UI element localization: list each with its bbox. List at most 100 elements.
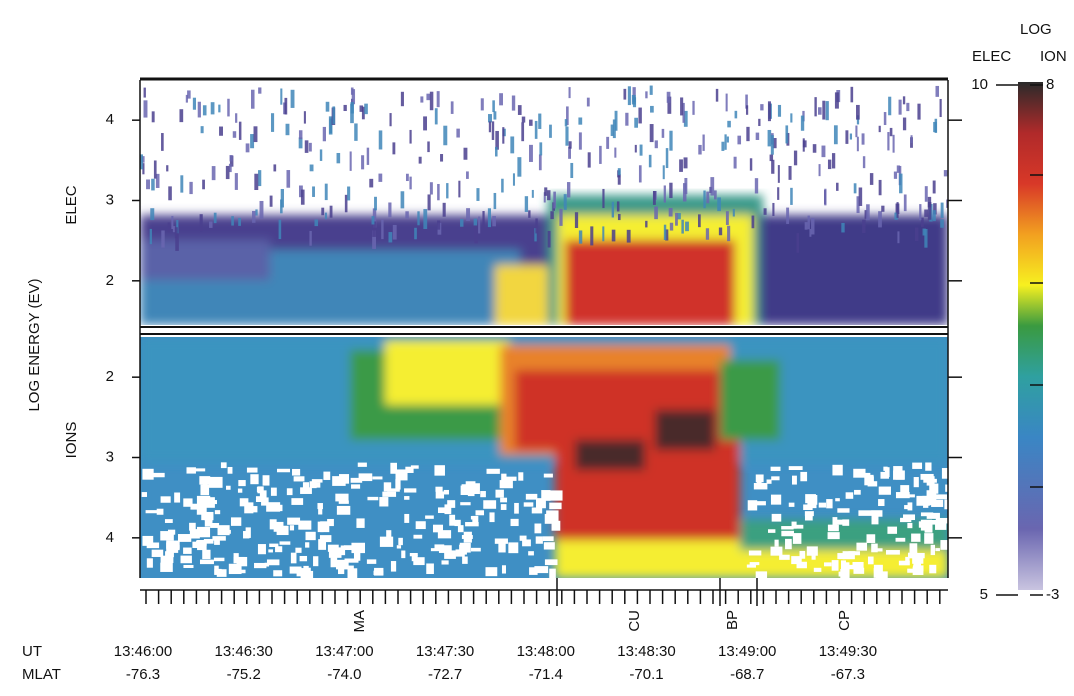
- texture: [324, 183, 328, 201]
- texture: [803, 504, 813, 510]
- texture: [340, 545, 346, 556]
- texture: [831, 560, 839, 571]
- texture: [213, 212, 217, 224]
- texture: [332, 555, 338, 566]
- texture: [485, 567, 498, 577]
- texture: [228, 563, 242, 575]
- texture: [802, 140, 807, 148]
- texture: [852, 561, 864, 570]
- texture: [323, 471, 331, 480]
- texture: [409, 176, 412, 190]
- texture: [197, 101, 201, 118]
- texture: [255, 209, 258, 216]
- texture: [214, 536, 220, 545]
- texture: [906, 102, 910, 112]
- texture: [625, 112, 629, 126]
- texture: [240, 569, 246, 574]
- texture: [413, 534, 423, 539]
- texture: [811, 552, 816, 560]
- texture: [289, 525, 295, 531]
- texture: [361, 155, 365, 170]
- texture: [319, 149, 323, 161]
- texture: [932, 210, 936, 222]
- texture: [892, 134, 895, 153]
- texture: [295, 547, 302, 553]
- texture: [903, 194, 907, 212]
- texture: [332, 476, 346, 486]
- texture: [893, 466, 903, 471]
- texture: [379, 497, 389, 507]
- texture: [944, 468, 948, 476]
- texture: [398, 537, 403, 546]
- texture: [518, 472, 524, 481]
- texture: [444, 504, 452, 515]
- texture: [920, 519, 933, 531]
- texture: [168, 186, 172, 201]
- texture: [320, 521, 330, 533]
- texture: [818, 107, 822, 115]
- texture: [837, 553, 845, 560]
- texture: [183, 498, 193, 507]
- texture: [501, 565, 506, 574]
- texture: [899, 173, 903, 194]
- texture: [547, 230, 551, 248]
- texture: [661, 128, 665, 138]
- texture: [781, 530, 794, 537]
- texture: [153, 160, 157, 179]
- texture: [212, 500, 217, 505]
- texture: [525, 493, 538, 500]
- texture: [250, 474, 259, 485]
- texture: [499, 93, 503, 106]
- texture: [329, 205, 333, 218]
- texture: [166, 540, 180, 549]
- texture: [270, 113, 275, 132]
- texture: [546, 510, 559, 522]
- texture: [869, 173, 874, 185]
- texture: [309, 164, 314, 172]
- texture: [568, 146, 571, 159]
- panel-label: ELEC: [63, 185, 80, 224]
- texture: [434, 465, 445, 476]
- texture: [549, 490, 563, 501]
- texture: [912, 565, 924, 572]
- texture: [423, 209, 428, 229]
- texture: [238, 480, 246, 487]
- texture: [336, 152, 341, 164]
- texture: [192, 541, 200, 548]
- texture: [371, 216, 375, 225]
- texture: [146, 179, 150, 190]
- texture: [543, 473, 553, 478]
- texture: [754, 178, 759, 194]
- texture: [174, 492, 181, 503]
- texture: [234, 173, 238, 190]
- texture: [652, 190, 656, 205]
- texture: [566, 182, 571, 198]
- texture: [361, 106, 365, 120]
- texture: [290, 552, 297, 564]
- texture: [849, 133, 853, 140]
- texture: [772, 138, 777, 149]
- texture: [517, 157, 522, 177]
- texture: [771, 513, 782, 522]
- texture: [287, 517, 301, 525]
- texture: [318, 539, 327, 550]
- colorbar-scale-name: ION: [1040, 48, 1067, 65]
- texture: [276, 468, 291, 473]
- texture: [812, 144, 817, 153]
- texture: [634, 144, 637, 153]
- texture: [189, 181, 193, 195]
- texture: [824, 562, 832, 567]
- texture: [312, 186, 315, 197]
- texture: [616, 201, 620, 212]
- texture: [473, 218, 478, 226]
- texture: [528, 551, 534, 556]
- texture: [933, 203, 937, 215]
- texture: [821, 145, 826, 158]
- texture: [917, 103, 921, 120]
- texture: [450, 101, 454, 114]
- texture: [510, 518, 519, 527]
- texture: [417, 211, 420, 226]
- texture: [818, 502, 827, 508]
- texture: [468, 484, 478, 492]
- texture: [233, 553, 239, 564]
